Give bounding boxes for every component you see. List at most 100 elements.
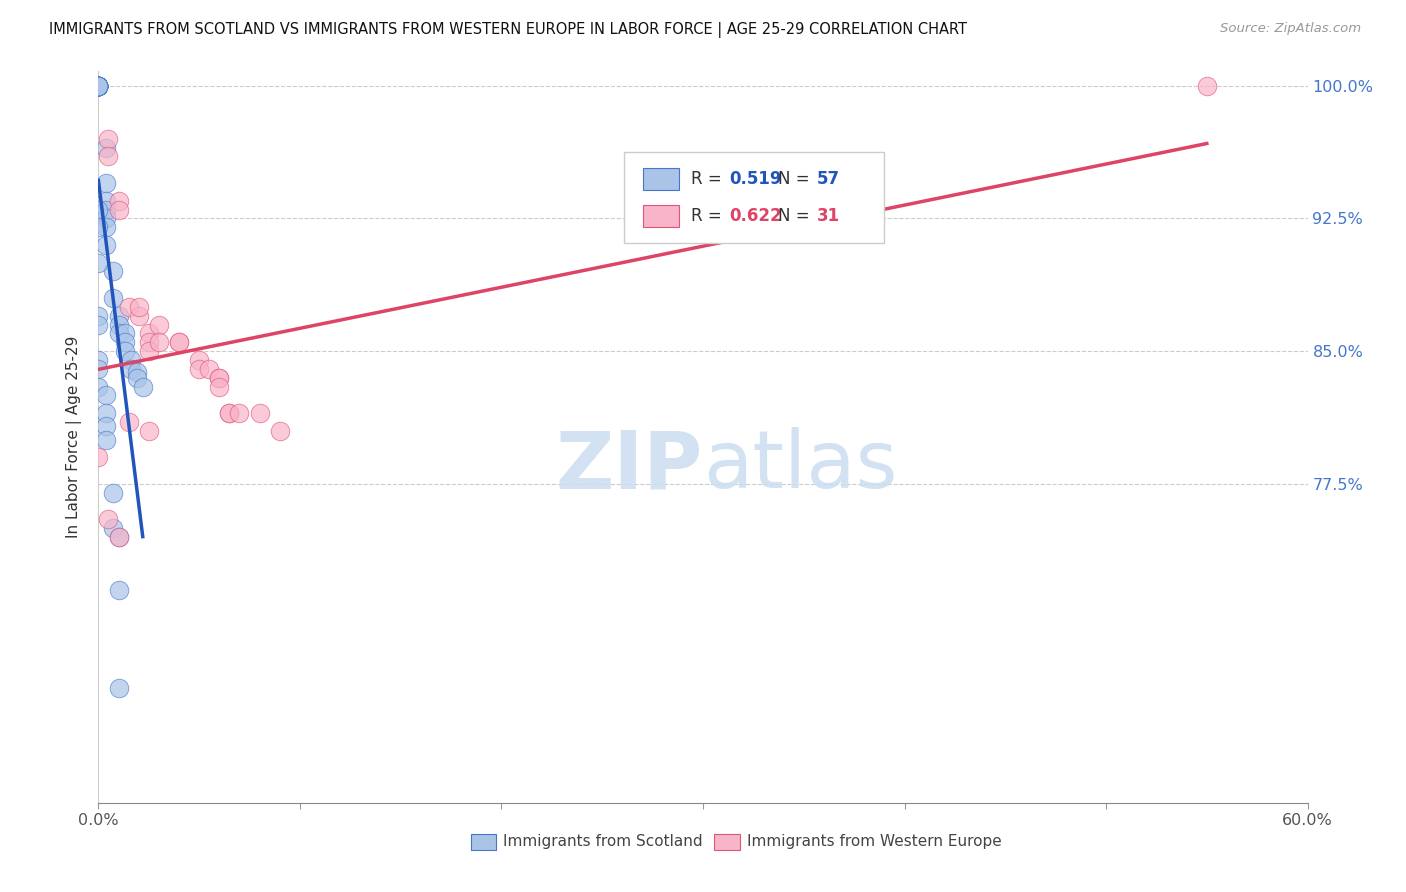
Point	[87, 78, 110, 93]
Point	[87, 255, 110, 269]
Point	[87, 78, 110, 93]
Text: R =: R =	[690, 207, 727, 225]
Point	[228, 406, 250, 420]
Point	[87, 78, 110, 93]
Point	[101, 486, 124, 500]
Point	[87, 78, 110, 93]
Point	[87, 78, 110, 93]
Point	[96, 220, 118, 235]
Point	[87, 78, 110, 93]
Point	[114, 326, 136, 341]
Point	[208, 370, 231, 384]
Point	[87, 220, 110, 235]
Point	[97, 149, 120, 163]
Point	[96, 418, 118, 433]
Point	[87, 379, 110, 393]
Point	[114, 335, 136, 350]
Point	[96, 433, 118, 447]
Point	[120, 362, 142, 376]
Point	[107, 202, 129, 217]
Point	[148, 335, 170, 350]
Text: R =: R =	[690, 170, 727, 188]
Point	[96, 194, 118, 208]
Point	[87, 78, 110, 93]
Point	[218, 406, 240, 420]
Text: IMMIGRANTS FROM SCOTLAND VS IMMIGRANTS FROM WESTERN EUROPE IN LABOR FORCE | AGE : IMMIGRANTS FROM SCOTLAND VS IMMIGRANTS F…	[49, 22, 967, 38]
Text: 31: 31	[817, 207, 839, 225]
Point	[101, 264, 124, 278]
Point	[188, 362, 211, 376]
Point	[125, 366, 148, 380]
Point	[118, 415, 141, 429]
Point	[87, 202, 110, 217]
Point	[167, 335, 190, 350]
Point	[96, 176, 118, 190]
Point	[1195, 78, 1218, 93]
Point	[138, 344, 160, 359]
Y-axis label: In Labor Force | Age 25-29: In Labor Force | Age 25-29	[66, 336, 83, 538]
Point	[87, 78, 110, 93]
FancyBboxPatch shape	[643, 205, 679, 227]
Text: 0.519: 0.519	[730, 170, 782, 188]
Point	[107, 318, 129, 332]
Text: Source: ZipAtlas.com: Source: ZipAtlas.com	[1220, 22, 1361, 36]
Point	[118, 300, 141, 314]
Point	[96, 406, 118, 420]
Point	[120, 353, 142, 368]
Point	[87, 78, 110, 93]
Text: N =: N =	[778, 207, 815, 225]
Text: atlas: atlas	[703, 427, 897, 506]
Point	[107, 681, 129, 695]
Point	[87, 78, 110, 93]
Point	[101, 291, 124, 305]
Point	[198, 362, 221, 376]
Point	[138, 335, 160, 350]
Point	[96, 238, 118, 252]
Point	[218, 406, 240, 420]
Point	[107, 309, 129, 323]
Point	[249, 406, 271, 420]
Point	[138, 326, 160, 341]
Point	[208, 379, 231, 393]
Point	[167, 335, 190, 350]
Point	[269, 424, 291, 438]
FancyBboxPatch shape	[624, 152, 884, 244]
Point	[132, 379, 155, 393]
Text: ZIP: ZIP	[555, 427, 703, 506]
Point	[125, 370, 148, 384]
Point	[87, 78, 110, 93]
Point	[107, 530, 129, 544]
Point	[96, 388, 118, 402]
Point	[87, 78, 110, 93]
Text: Immigrants from Western Europe: Immigrants from Western Europe	[747, 834, 1001, 848]
Point	[87, 78, 110, 93]
Point	[107, 326, 129, 341]
Point	[87, 353, 110, 368]
Point	[97, 512, 120, 526]
Point	[107, 530, 129, 544]
Point	[128, 300, 150, 314]
Point	[87, 78, 110, 93]
Point	[96, 202, 118, 217]
Point	[114, 344, 136, 359]
FancyBboxPatch shape	[643, 168, 679, 190]
Point	[107, 194, 129, 208]
Point	[96, 211, 118, 226]
Point	[97, 131, 120, 145]
Point	[87, 78, 110, 93]
Point	[87, 78, 110, 93]
Point	[87, 362, 110, 376]
Text: Immigrants from Scotland: Immigrants from Scotland	[503, 834, 703, 848]
Point	[87, 78, 110, 93]
Point	[138, 424, 160, 438]
Text: N =: N =	[778, 170, 815, 188]
Point	[87, 450, 110, 465]
Point	[107, 583, 129, 598]
Point	[87, 78, 110, 93]
Point	[188, 353, 211, 368]
Text: 57: 57	[817, 170, 839, 188]
Point	[87, 78, 110, 93]
Point	[208, 370, 231, 384]
Point	[128, 309, 150, 323]
Point	[148, 318, 170, 332]
